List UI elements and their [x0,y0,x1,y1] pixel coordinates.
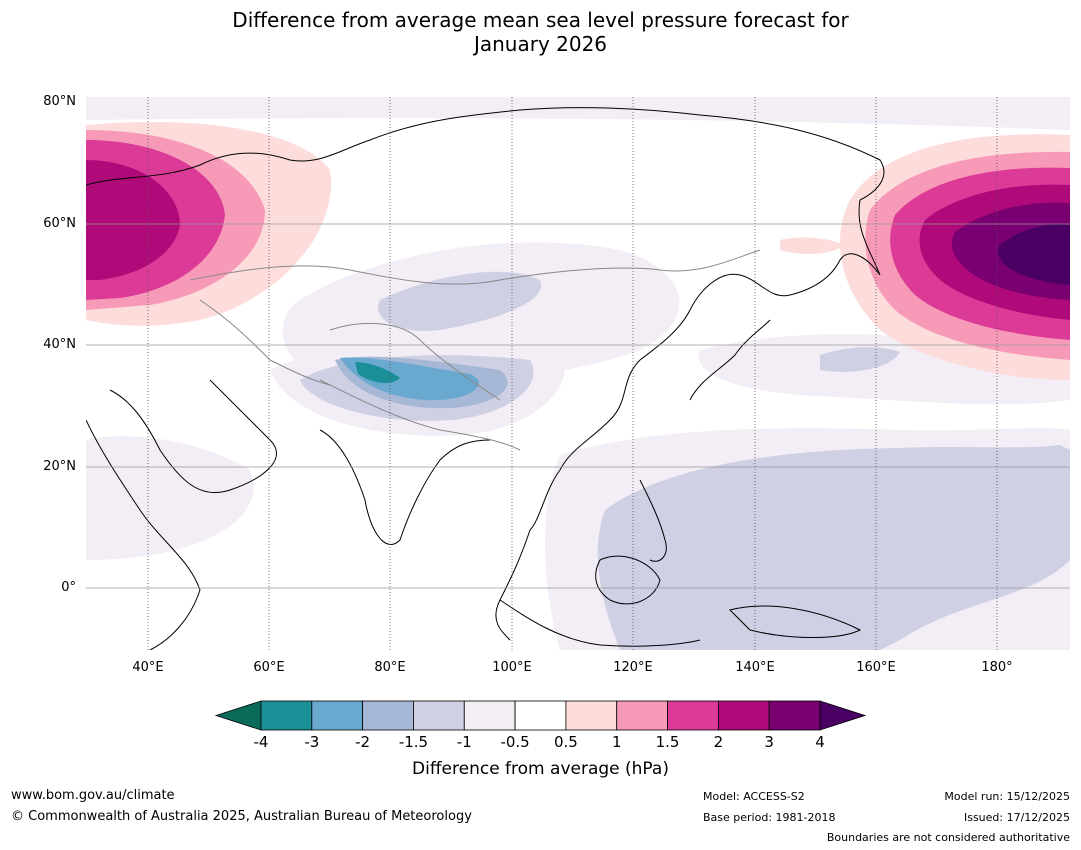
colorbar-segment [362,700,414,731]
colorbar-segment [565,700,618,731]
model-text: Model: ACCESS-S2 [703,790,805,803]
coastline-arabia [109,379,277,494]
colorbar-segment [667,700,719,731]
anomaly-region-tibet-core [355,362,400,383]
chart-title: Difference from average mean sea level p… [0,8,1081,56]
lat-label-80n: 80°N [43,94,76,109]
border-layer [189,249,761,451]
website-link[interactable]: www.bom.gov.au/climate [11,788,175,803]
colorbar-tick-label: -4 [253,733,269,751]
colorbar-extend-low [214,700,262,731]
coastline-japan [689,319,771,401]
colorbar-segment [311,700,364,731]
colorbar-segments [214,700,867,731]
coastline-africa [86,419,201,650]
colorbar-tick-label: -2 [355,733,371,751]
coastline-layer [86,107,885,650]
border-china-west [329,322,501,401]
lon-label-100e: 100°E [492,660,532,675]
coastline-indochina [495,529,531,641]
copyright-text: © Commonwealth of Australia 2025, Austra… [11,809,472,824]
colorbar-segment [717,700,770,731]
colorbar-extend-high [819,700,867,731]
lon-label-180: 180° [981,660,1013,675]
latitude-gridlines [86,223,1070,589]
coastline-india [319,429,491,545]
lon-label-60e: 60°E [253,660,285,675]
colorbar-segment [260,700,313,731]
colorbar-label: Difference from average (hPa) [412,759,669,779]
anomaly-region-europe-pos4 [86,160,180,280]
lat-label-60n: 60°N [43,216,76,231]
border-middle-east [199,299,331,386]
coastline-philippines [639,479,667,562]
lon-label-140e: 140°E [735,660,775,675]
coastline-new-guinea [729,605,862,638]
anomaly-region-central-asia-mid [378,271,542,331]
colorbar-segment [463,700,516,731]
colorbar-tick-label: -1.5 [398,733,429,751]
coastline-europe-asia-north [86,107,885,201]
colorbar-tick-label: -3 [304,733,320,751]
anomaly-region-north-pacific-mid [820,347,900,372]
issued-text: Issued: 17/12/2025 [963,811,1070,824]
colorbar-tick-label: 2 [713,733,724,751]
anomaly-fill-layer [86,97,1070,650]
coastline-sumatra-java [499,599,701,647]
coastline-kamchatka [789,199,881,296]
colorbar-tick-label: 4 [815,733,825,751]
base-period-text: Base period: 1981-2018 [703,811,836,824]
colorbar-tick-label: 1.5 [655,733,680,751]
colorbar-tick-label: 0.5 [553,733,578,751]
pressure-anomaly-map [86,97,1070,650]
colorbar-segment [768,700,821,731]
lat-label-20n: 20°N [43,459,76,474]
border-india-north [319,379,521,451]
anomaly-region-arctic-light [86,97,1070,130]
colorbar-tick-label: -0.5 [500,733,530,751]
border-russia-south [189,249,761,285]
anomaly-region-bering-pos [780,237,845,255]
anomaly-region-pacific-pos6 [997,224,1070,285]
colorbar-tick-label: -1 [456,733,472,751]
lon-label-120e: 120°E [613,660,653,675]
lon-label-160e: 160°E [856,660,896,675]
title-line-2: January 2026 [473,32,608,56]
longitude-gridlines [147,97,998,650]
anomaly-region-pacific-mid [597,445,1070,650]
lon-label-80e: 80°E [374,660,406,675]
lon-label-40e: 40°E [132,660,164,675]
colorbar-segment [413,700,465,731]
colorbar-tick-label: 1 [611,733,622,751]
disclaimer-text: Boundaries are not considered authoritat… [826,831,1070,844]
model-run-text: Model run: 15/12/2025 [944,790,1070,803]
colorbar-tick-label: 3 [764,733,774,751]
lat-label-0: 0° [61,580,76,595]
colorbar-segment [616,700,668,731]
coastline-east-asia [529,273,791,531]
colorbar-segment [514,700,567,731]
title-line-1: Difference from average mean sea level p… [232,8,849,32]
lat-label-40n: 40°N [43,337,76,352]
coastline-borneo [595,555,661,605]
